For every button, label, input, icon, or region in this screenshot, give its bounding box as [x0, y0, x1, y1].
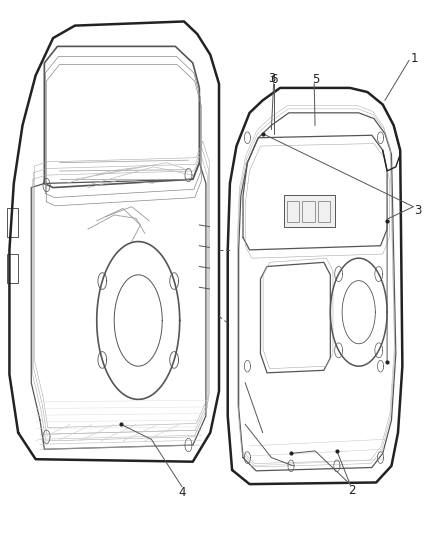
FancyBboxPatch shape	[7, 254, 18, 283]
FancyBboxPatch shape	[7, 208, 18, 237]
Text: 1: 1	[411, 52, 419, 66]
Text: 5: 5	[312, 73, 319, 86]
Text: 3: 3	[268, 72, 276, 85]
Text: 2: 2	[348, 484, 355, 497]
Text: 4: 4	[179, 486, 186, 499]
Text: 3: 3	[415, 204, 422, 216]
Text: 6: 6	[271, 73, 278, 86]
FancyBboxPatch shape	[285, 195, 335, 227]
